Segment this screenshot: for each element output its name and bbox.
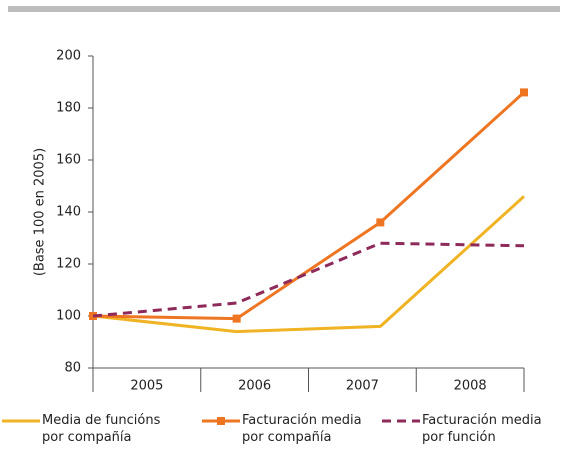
y-tick-label: 100 [56,309,81,324]
point-marker [232,314,241,323]
y-tick-label: 120 [56,257,81,272]
legend-label: Media de funcións por compañía [42,413,161,445]
point-marker [520,88,528,97]
y-tick-label: 80 [64,361,81,376]
legend-swatch [202,417,240,425]
x-tick-label: 2007 [346,379,379,394]
x-tick-label: 2005 [130,379,163,394]
legend-item: Facturación media por compañía [200,412,372,446]
y-tick-label: 160 [56,153,81,168]
legend: Media de funcións por compañía Facturació… [0,412,564,472]
header-bar [8,6,560,12]
x-tick-label: 2008 [454,379,487,394]
legend-marker [217,417,225,425]
series-line [92,91,526,321]
point-marker [376,218,385,227]
x-tick-label: 2006 [238,379,271,394]
legend-label: Facturación media por compañía [242,413,362,445]
y-axis-label: (Base 100 en 2005) [33,148,48,276]
legend-item: Facturación media por función [380,412,552,446]
y-tick-label: 180 [56,101,81,116]
legend-item: Media de funcións por compañía [0,412,172,446]
series-line [92,195,526,334]
legend-swatch [2,419,40,423]
chart: (Base 100 en 2005) 80 100 120 140 160 180 200 2… [8,6,560,394]
legend-swatch [382,419,420,423]
y-tick-label: 140 [56,205,81,220]
legend-label: Facturación media por función [422,413,542,445]
y-tick-label: 200 [56,49,81,64]
